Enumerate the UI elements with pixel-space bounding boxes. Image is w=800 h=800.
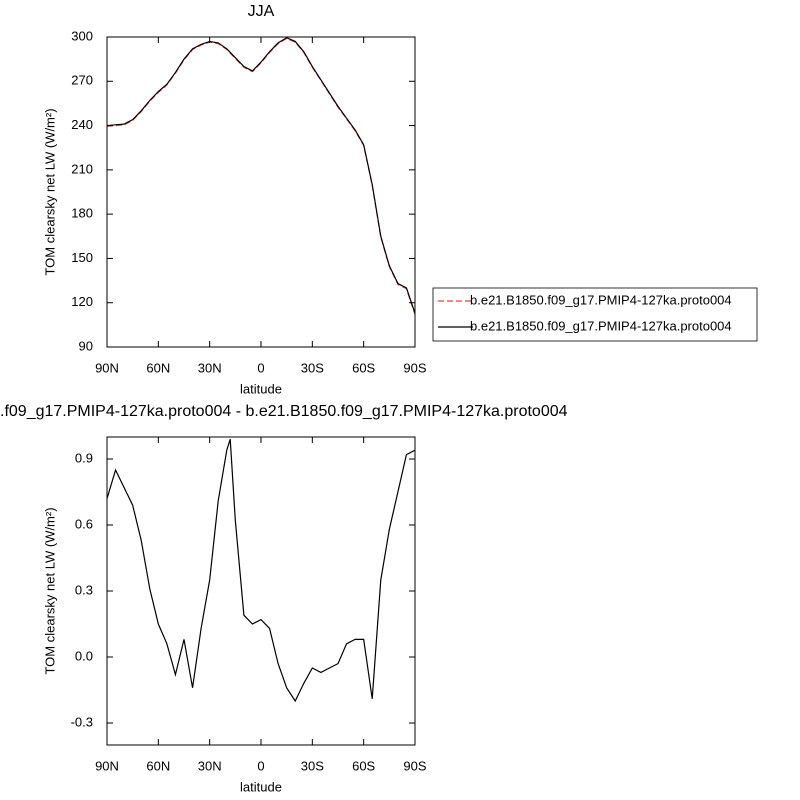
legend-box bbox=[432, 287, 758, 342]
y-tick-label: 300 bbox=[71, 28, 93, 43]
y-tick-label: 120 bbox=[71, 294, 93, 309]
x-axis-label: latitude bbox=[240, 381, 282, 396]
x-tick-label: 60S bbox=[352, 758, 375, 773]
data-line bbox=[106, 439, 416, 703]
chart-title: JJA bbox=[248, 3, 275, 20]
x-tick-label: 30S bbox=[301, 758, 324, 773]
x-tick-label: 30N bbox=[198, 758, 222, 773]
x-tick-label: 30N bbox=[198, 360, 222, 375]
x-tick-label: 90S bbox=[403, 758, 426, 773]
x-tick-label: 0 bbox=[257, 758, 264, 773]
y-tick-label: 180 bbox=[71, 206, 93, 221]
x-tick-label: 60N bbox=[146, 360, 170, 375]
x-tick-label: 0 bbox=[257, 360, 264, 375]
y-tick-label: 0.9 bbox=[75, 450, 93, 465]
x-tick-label: 90N bbox=[95, 360, 119, 375]
y-tick-label: -0.3 bbox=[71, 714, 93, 729]
y-tick-label: 240 bbox=[71, 117, 93, 132]
x-tick-label: 60N bbox=[146, 758, 170, 773]
y-tick-label: 150 bbox=[71, 250, 93, 265]
plot-frame bbox=[106, 436, 416, 746]
x-tick-label: 90N bbox=[95, 758, 119, 773]
data-line bbox=[106, 37, 416, 315]
data-line bbox=[106, 37, 416, 314]
plot-frame bbox=[106, 36, 416, 348]
y-tick-label: 210 bbox=[71, 161, 93, 176]
chart-title: .f09_g17.PMIP4-127ka.proto004 - b.e21.B1… bbox=[0, 403, 568, 420]
y-tick-label: 0.6 bbox=[75, 516, 93, 531]
x-tick-label: 90S bbox=[403, 360, 426, 375]
legend: b.e21.B1850.f09_g17.PMIP4-127ka.proto004… bbox=[432, 287, 758, 342]
y-tick-label: 90 bbox=[79, 338, 93, 353]
legend-label: b.e21.B1850.f09_g17.PMIP4-127ka.proto004 bbox=[470, 292, 732, 307]
legend-label: b.e21.B1850.f09_g17.PMIP4-127ka.proto004 bbox=[470, 318, 732, 333]
x-axis-label: latitude bbox=[240, 779, 282, 794]
y-axis-label: TOM clearsky net LW (W/m²) bbox=[42, 108, 57, 275]
x-tick-label: 60S bbox=[352, 360, 375, 375]
y-tick-label: 0.3 bbox=[75, 582, 93, 597]
y-axis-label: TOM clearsky net LW (W/m²) bbox=[42, 507, 57, 674]
y-tick-label: 0.0 bbox=[75, 648, 93, 663]
y-tick-label: 270 bbox=[71, 73, 93, 88]
x-tick-label: 30S bbox=[301, 360, 324, 375]
